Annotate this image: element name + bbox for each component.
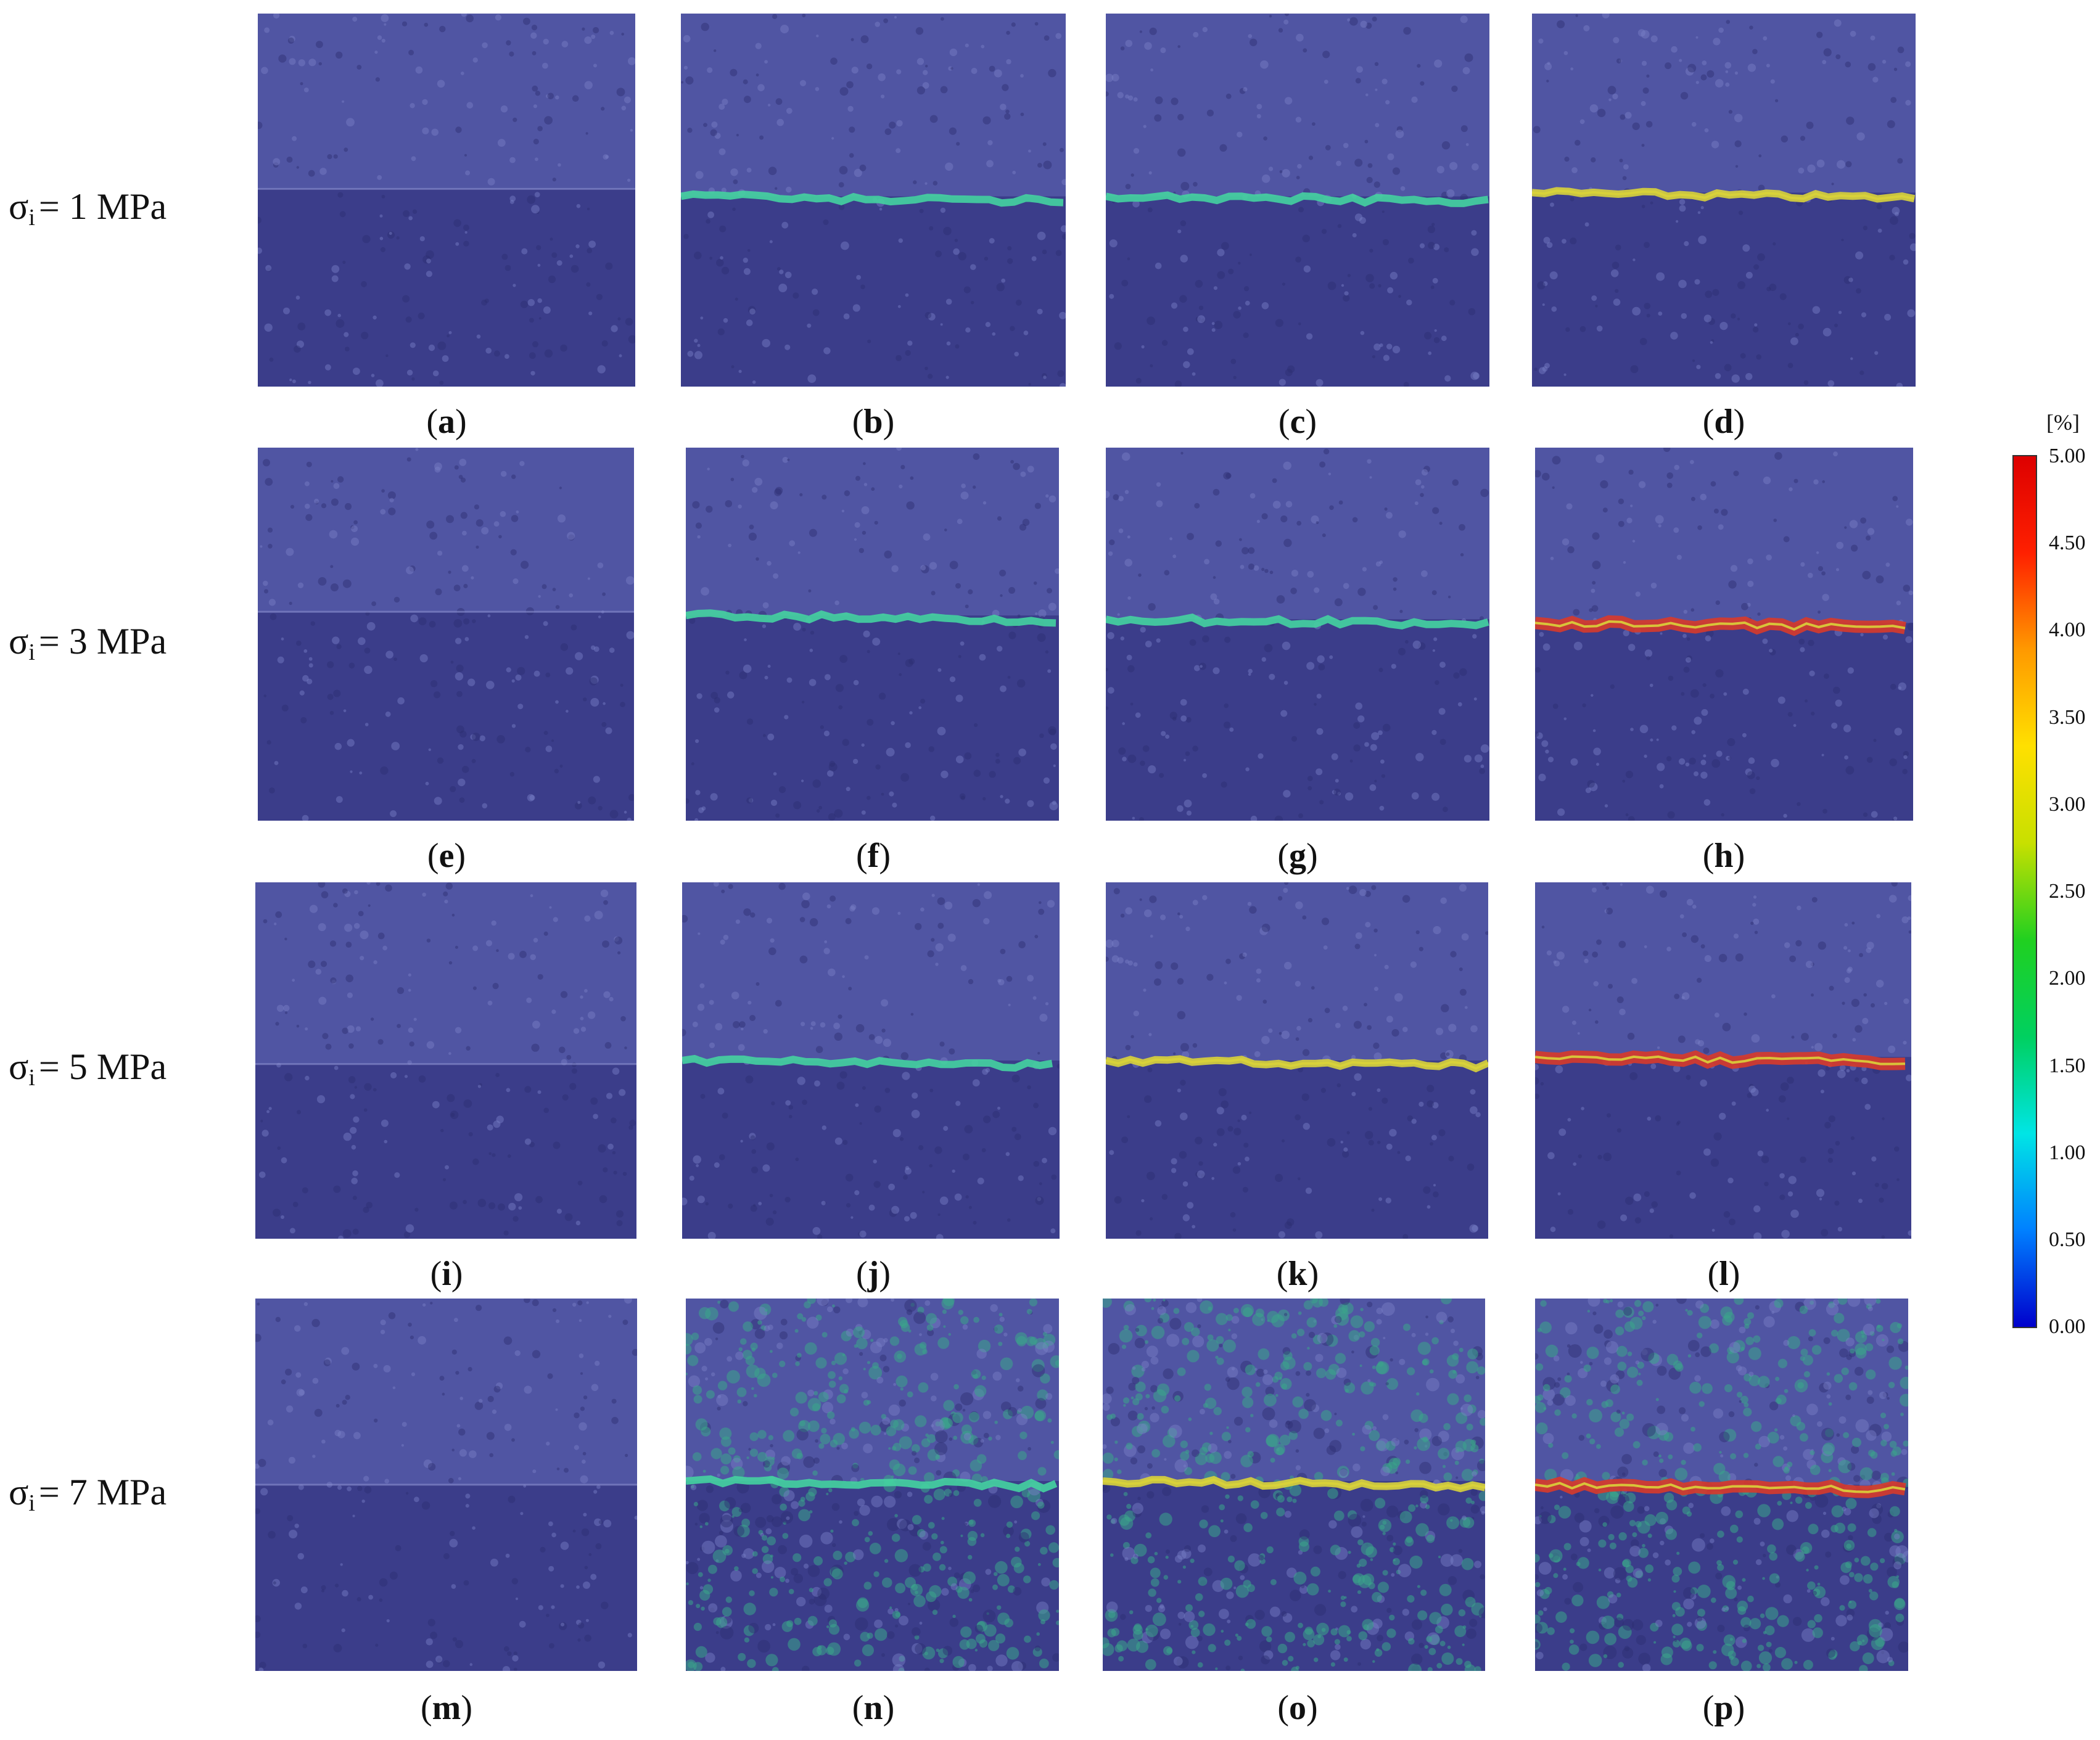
panel-texture xyxy=(255,1299,637,1671)
stress-value: = 7 MPa xyxy=(38,1472,167,1512)
caption-d: (d) xyxy=(1702,403,1745,441)
panel-texture xyxy=(1103,1299,1485,1671)
strain-map-panel-g xyxy=(1106,448,1489,821)
caption-c: (c) xyxy=(1278,403,1317,441)
panel-texture xyxy=(686,1299,1059,1671)
caption-h: (h) xyxy=(1702,837,1745,875)
caption-o: (o) xyxy=(1277,1689,1318,1727)
stress-value: = 5 MPa xyxy=(38,1046,167,1087)
caption-m: (m) xyxy=(421,1689,472,1727)
strain-map-panel-e xyxy=(258,448,634,821)
sigma-subscript: i xyxy=(28,205,35,231)
strain-map-panel-n xyxy=(686,1299,1059,1671)
strain-map-panel-h xyxy=(1535,448,1913,821)
colorbar-tick: 2.00 xyxy=(2049,967,2086,990)
strain-map-panel-c xyxy=(1106,14,1489,387)
colorbar-tick: 3.00 xyxy=(2049,793,2086,816)
sigma-symbol: σ xyxy=(9,621,29,662)
colorbar-tick: 4.50 xyxy=(2049,531,2086,554)
sigma-subscript: i xyxy=(28,639,35,665)
panel-texture xyxy=(682,882,1060,1239)
colorbar-tick: 5.00 xyxy=(2049,445,2086,467)
strain-map-panel-a xyxy=(258,14,635,387)
stress-value: = 1 MPa xyxy=(38,186,167,227)
colorbar-tick: 3.50 xyxy=(2049,706,2086,729)
sigma-symbol: σ xyxy=(9,186,29,227)
panel-texture xyxy=(686,448,1059,821)
colorbar-tick: 0.00 xyxy=(2049,1315,2086,1338)
panel-texture xyxy=(681,14,1066,387)
caption-a: (a) xyxy=(426,403,467,441)
panel-texture xyxy=(1535,448,1913,821)
panel-texture xyxy=(1106,448,1489,821)
caption-k: (k) xyxy=(1276,1255,1319,1293)
caption-l: (l) xyxy=(1707,1255,1740,1293)
panel-texture xyxy=(1535,882,1911,1239)
stress-value: = 3 MPa xyxy=(38,621,167,662)
strain-map-panel-p xyxy=(1535,1299,1908,1671)
panel-texture xyxy=(1106,14,1489,387)
caption-f: (f) xyxy=(856,837,891,875)
row-label-3: σi = 5 MPa xyxy=(9,1048,167,1090)
strain-map-panel-l xyxy=(1535,882,1911,1239)
strain-map-panel-b xyxy=(681,14,1066,387)
row-label-2: σi = 3 MPa xyxy=(9,623,167,664)
caption-n: (n) xyxy=(852,1689,895,1727)
colorbar-unit: [%] xyxy=(2046,410,2080,435)
caption-p: (p) xyxy=(1702,1689,1745,1727)
caption-e: (e) xyxy=(427,837,466,875)
colorbar-tick: 2.50 xyxy=(2049,880,2086,903)
panel-texture xyxy=(255,882,636,1239)
sigma-symbol: σ xyxy=(9,1472,29,1512)
sigma-subscript: i xyxy=(28,1490,35,1516)
caption-g: (g) xyxy=(1277,837,1318,875)
strain-map-panel-o xyxy=(1103,1299,1485,1671)
colorbar xyxy=(2012,455,2037,1328)
colorbar-tick: 1.50 xyxy=(2049,1054,2086,1077)
colorbar-tick: 1.00 xyxy=(2049,1141,2086,1164)
colorbar-tick: 0.50 xyxy=(2049,1228,2086,1251)
row-label-4: σi = 7 MPa xyxy=(9,1474,167,1515)
caption-i: (i) xyxy=(430,1255,463,1293)
caption-j: (j) xyxy=(856,1255,891,1293)
row-label-1: σi = 1 MPa xyxy=(9,188,167,229)
strain-map-panel-d xyxy=(1532,14,1916,387)
sigma-symbol: σ xyxy=(9,1046,29,1087)
panel-texture xyxy=(258,448,634,821)
panel-texture xyxy=(1535,1299,1908,1671)
panel-texture xyxy=(1106,882,1488,1239)
panel-texture xyxy=(258,14,635,387)
sigma-subscript: i xyxy=(28,1065,35,1091)
colorbar-tick: 4.00 xyxy=(2049,618,2086,641)
panel-texture xyxy=(1532,14,1916,387)
strain-map-panel-k xyxy=(1106,882,1488,1239)
strain-map-panel-m xyxy=(255,1299,637,1671)
strain-map-panel-f xyxy=(686,448,1059,821)
strain-map-panel-j xyxy=(682,882,1060,1239)
caption-b: (b) xyxy=(852,403,895,441)
strain-map-panel-i xyxy=(255,882,636,1239)
